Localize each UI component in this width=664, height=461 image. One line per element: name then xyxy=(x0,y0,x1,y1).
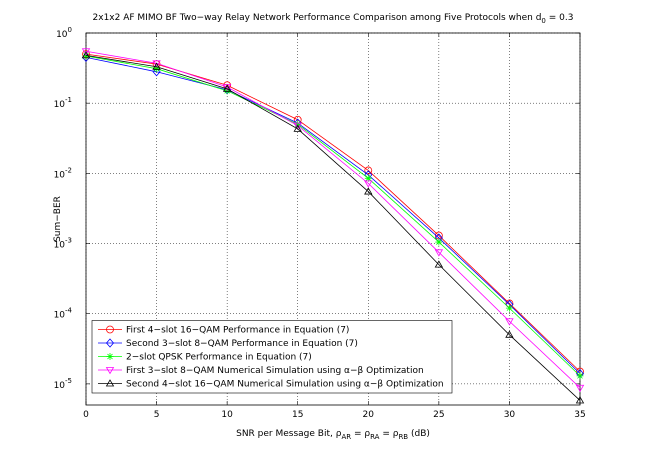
y-tick-exponent: -5 xyxy=(65,377,72,385)
x-axis-label-part: AR xyxy=(341,433,351,441)
marker xyxy=(575,384,585,393)
y-axis-label: Sum−BER xyxy=(53,196,63,242)
chart-title-part: 0 xyxy=(541,17,545,25)
y-tick-label: 10-3 xyxy=(54,237,72,251)
chart-title-part: = 0.3 xyxy=(546,13,574,23)
x-tick-label: 10 xyxy=(221,410,233,420)
x-tick-label: 35 xyxy=(574,410,585,420)
x-tick-label: 30 xyxy=(504,410,516,420)
y-tick-label: 10-1 xyxy=(54,96,72,110)
marker xyxy=(81,48,91,56)
y-tick-exponent: 0 xyxy=(68,26,72,34)
marker xyxy=(106,325,114,334)
x-axis-label-part: SNR per Message Bit, ρ xyxy=(236,429,342,439)
series-line xyxy=(85,55,581,377)
legend-label: 2−slot QPSK Performance in Equation (7) xyxy=(126,353,312,363)
marker xyxy=(105,379,115,387)
y-tick-base: 10 xyxy=(54,170,66,180)
x-tick-label: 20 xyxy=(363,410,375,420)
y-tick-base: 10 xyxy=(56,30,68,40)
y-tick-label: 100 xyxy=(56,26,72,40)
marker xyxy=(505,318,514,326)
y-tick-base: 10 xyxy=(54,241,66,251)
x-axis-label-part: RB xyxy=(398,433,408,441)
marker xyxy=(153,65,161,73)
y-tick-label: 10-5 xyxy=(54,377,72,391)
y-tick-exponent: -1 xyxy=(65,96,72,104)
marker xyxy=(434,249,444,257)
marker xyxy=(105,367,115,375)
marker xyxy=(222,84,232,92)
series-line xyxy=(85,54,581,401)
legend-label: Second 3−slot 8−QAM Performance in Equat… xyxy=(126,339,358,349)
marker xyxy=(152,62,161,70)
y-tick-exponent: -3 xyxy=(65,237,72,245)
legend-label: First 4−slot 16−QAM Performance in Equat… xyxy=(126,326,349,336)
x-tick-label: 5 xyxy=(154,410,160,420)
marker xyxy=(293,124,302,132)
x-axis-label-part: = ρ xyxy=(379,429,398,439)
marker xyxy=(106,353,114,360)
chart-title-part: 2x1x2 AF MIMO BF Two−way Relay Network P… xyxy=(93,13,542,23)
y-tick-label: 10-2 xyxy=(54,166,72,180)
marker xyxy=(105,338,115,348)
marker xyxy=(364,166,373,175)
series-line xyxy=(85,56,581,374)
marker xyxy=(364,174,372,182)
series-line xyxy=(85,50,581,389)
marker xyxy=(293,122,302,130)
x-axis-label: SNR per Message Bit, ρAR = ρRA = ρRB (dB… xyxy=(236,429,430,441)
y-tick-exponent: -2 xyxy=(65,166,72,174)
marker xyxy=(364,187,373,195)
x-tick-label: 0 xyxy=(83,410,89,420)
x-axis-label-part: (dB) xyxy=(408,429,430,439)
legend-box xyxy=(91,320,453,394)
marker xyxy=(364,180,373,188)
y-tick-base: 10 xyxy=(54,311,66,321)
x-tick-label: 15 xyxy=(292,410,303,420)
marker xyxy=(82,52,90,60)
y-tick-base: 10 xyxy=(54,381,66,391)
marker xyxy=(575,396,585,404)
marker xyxy=(222,84,232,92)
x-tick-label: 25 xyxy=(433,410,444,420)
marker xyxy=(505,330,514,338)
y-tick-label: 10-4 xyxy=(54,307,73,321)
marker xyxy=(435,238,443,246)
marker xyxy=(576,372,584,380)
x-axis-label-part: RA xyxy=(370,433,380,441)
marker xyxy=(434,260,444,268)
marker xyxy=(294,120,302,128)
y-tick-exponent: -4 xyxy=(65,307,73,315)
marker xyxy=(81,51,91,59)
marker xyxy=(505,304,513,312)
legend-label: Second 4−slot 16−QAM Numerical Simulatio… xyxy=(126,380,444,390)
legend-label: First 3−slot 8−QAM Numerical Simulation … xyxy=(126,366,424,376)
marker xyxy=(152,60,161,68)
chart-title: 2x1x2 AF MIMO BF Two−way Relay Network P… xyxy=(93,13,574,25)
plot-frame xyxy=(85,32,581,406)
y-tick-base: 10 xyxy=(54,100,66,110)
x-axis-label-part: = ρ xyxy=(351,429,370,439)
